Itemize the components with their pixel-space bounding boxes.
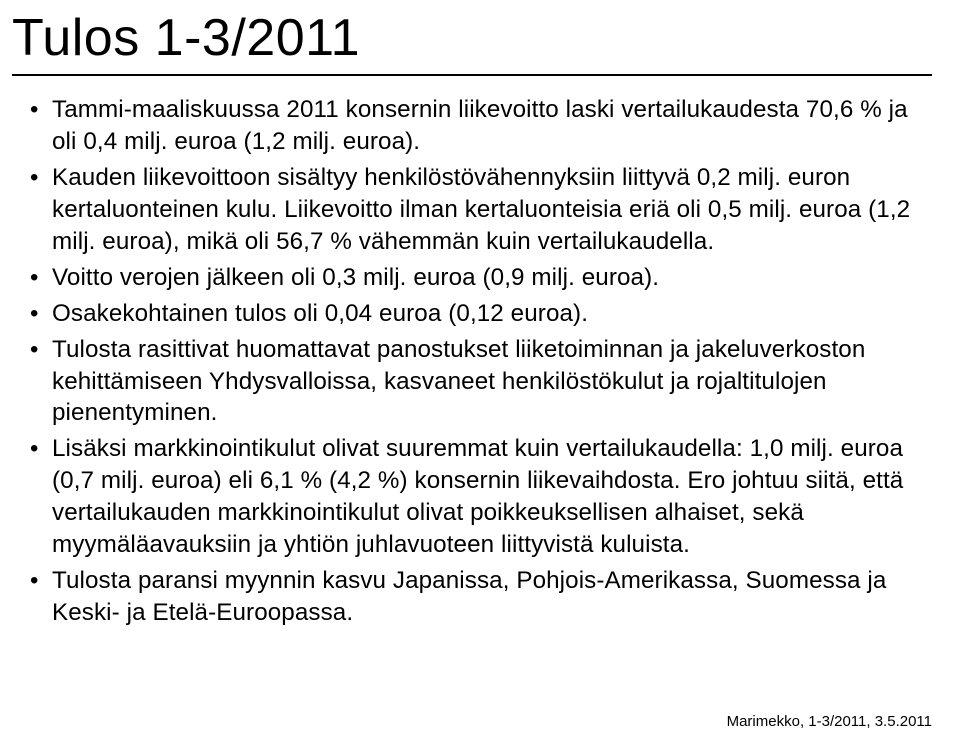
list-item: Tulosta paransi myynnin kasvu Japanissa,… <box>30 565 924 629</box>
list-item: Lisäksi markkinointikulut olivat suuremm… <box>30 433 924 561</box>
list-item: Osakekohtainen tulos oli 0,04 euroa (0,1… <box>30 298 924 330</box>
page-title: Tulos 1-3/2011 <box>12 8 932 68</box>
list-item: Tammi-maaliskuussa 2011 konsernin liikev… <box>30 94 924 158</box>
list-item: Voitto verojen jälkeen oli 0,3 milj. eur… <box>30 262 924 294</box>
footer-text: Marimekko, 1-3/2011, 3.5.2011 <box>727 713 932 730</box>
bullet-list: Tammi-maaliskuussa 2011 konsernin liikev… <box>12 94 932 629</box>
title-rule <box>12 74 932 76</box>
slide: Tulos 1-3/2011 Tammi-maaliskuussa 2011 k… <box>0 0 960 744</box>
list-item: Kauden liikevoittoon sisältyy henkilöstö… <box>30 162 924 258</box>
list-item: Tulosta rasittivat huomattavat panostuks… <box>30 334 924 430</box>
